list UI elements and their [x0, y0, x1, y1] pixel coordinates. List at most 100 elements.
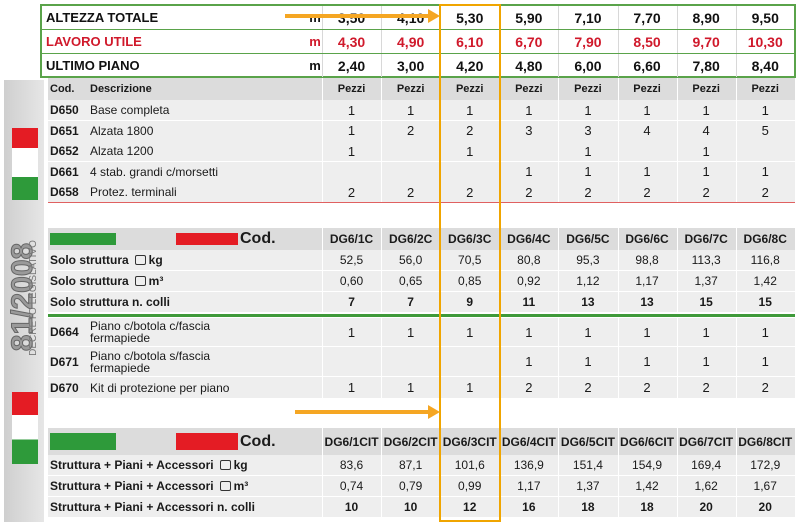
flag — [12, 128, 38, 200]
row-label: Solo struttura m³ — [50, 271, 320, 291]
cell-bg — [735, 78, 795, 100]
cell: 1 — [702, 102, 710, 118]
cell: 154,9 — [632, 458, 663, 472]
value: 8,50 — [633, 33, 661, 50]
cell-bg — [558, 141, 617, 161]
cell: 2 — [525, 380, 533, 395]
cell: 2 — [407, 123, 415, 138]
cell: 113,3 — [691, 253, 721, 267]
row-label: Solo struttura kg — [50, 250, 320, 270]
label-text: Solo struttura n. colli — [50, 295, 171, 309]
cell: 13 — [640, 295, 654, 309]
cell: DG6/4CIT — [501, 434, 556, 449]
cell-bg — [381, 141, 440, 161]
cell: 1 — [466, 380, 474, 395]
cell-bg — [676, 476, 736, 496]
cell-bg — [558, 377, 617, 398]
value: 2,40 — [337, 57, 366, 74]
description: Alzata 1200 — [90, 144, 154, 158]
cell: 1 — [584, 354, 592, 369]
cell-bg — [676, 318, 736, 346]
cell-bg — [322, 78, 381, 100]
green-block — [50, 233, 116, 245]
cell-bg — [558, 78, 617, 100]
cell-bg — [322, 161, 381, 182]
unit: m — [309, 34, 321, 49]
cell: 2 — [466, 184, 474, 200]
cell: DG6/3CIT — [442, 434, 497, 449]
cell: 151,4 — [572, 458, 603, 472]
cell-bg — [322, 100, 381, 120]
flag — [12, 392, 38, 464]
code: D671 — [50, 354, 79, 369]
cell-bg — [558, 476, 617, 496]
cell-bg — [735, 100, 795, 120]
cell: 80,8 — [517, 253, 541, 267]
cell: 0,79 — [398, 479, 423, 493]
cell-bg — [676, 78, 736, 100]
row-bg — [48, 455, 795, 475]
cell: 2 — [525, 184, 533, 200]
label-text: Struttura + Piani + Accessori n. colli — [50, 500, 255, 514]
cell: 70,5 — [458, 253, 482, 267]
cell: 3 — [584, 123, 592, 138]
row-bg — [48, 347, 795, 376]
cell-bg — [617, 455, 677, 475]
cell: 1 — [407, 324, 415, 340]
value: 6,70 — [515, 33, 543, 50]
value: 5,30 — [456, 9, 484, 26]
cell: 98,8 — [635, 253, 659, 267]
cell: 1,37 — [694, 274, 718, 288]
cell: 1 — [347, 102, 356, 118]
cell: 2 — [407, 184, 415, 200]
cell: 1,37 — [576, 479, 600, 493]
value: 3,50 — [337, 9, 366, 26]
cell-bg — [735, 250, 795, 270]
cell: 1 — [525, 102, 533, 118]
cell-bg — [381, 428, 440, 455]
cell: 1 — [347, 380, 356, 395]
divider — [42, 53, 794, 54]
cell: DG6/2CIT — [383, 434, 438, 449]
cell-bg — [381, 476, 440, 496]
cell: 1 — [761, 102, 769, 118]
red-block — [176, 233, 238, 245]
value: 6,00 — [574, 57, 602, 74]
value: 5,90 — [515, 9, 543, 26]
label-text: Solo struttura — [50, 274, 129, 288]
code: D661 — [50, 164, 79, 179]
cell-bg — [676, 250, 736, 270]
cell: DG6/6C — [625, 232, 669, 246]
cell-sep — [617, 30, 619, 53]
cell: 11 — [522, 295, 536, 309]
cell-bg — [558, 120, 617, 141]
green-block — [50, 433, 116, 450]
row-label: Solo struttura n. colli — [50, 292, 320, 312]
code: D664 — [50, 325, 79, 339]
value: 9,50 — [751, 9, 779, 26]
cell: 2 — [761, 380, 769, 395]
icon — [134, 255, 146, 265]
cell: DG6/2C — [388, 232, 433, 246]
cell: 101,6 — [454, 458, 485, 472]
cell-bg — [617, 161, 677, 182]
cell-bg — [735, 318, 795, 346]
cell: Pezzi — [633, 83, 661, 95]
cell-bg — [381, 271, 440, 291]
cell-bg — [676, 271, 736, 291]
cell-bg — [617, 292, 677, 312]
description: Alzata 1800 — [90, 123, 154, 138]
cell: 1 — [584, 102, 592, 118]
cell: DG6/1CIT — [324, 434, 379, 449]
cell-bg — [617, 78, 677, 100]
cell: DG6/5CIT — [560, 434, 615, 449]
cell: 20 — [758, 500, 772, 514]
cell-bg — [676, 161, 736, 182]
cell: 1 — [466, 102, 474, 118]
header-bg — [48, 78, 795, 100]
icon — [219, 460, 231, 470]
cell-bg — [322, 318, 381, 346]
value: 7,10 — [574, 9, 602, 26]
cell-bg — [322, 497, 381, 517]
row-bg — [48, 250, 795, 270]
